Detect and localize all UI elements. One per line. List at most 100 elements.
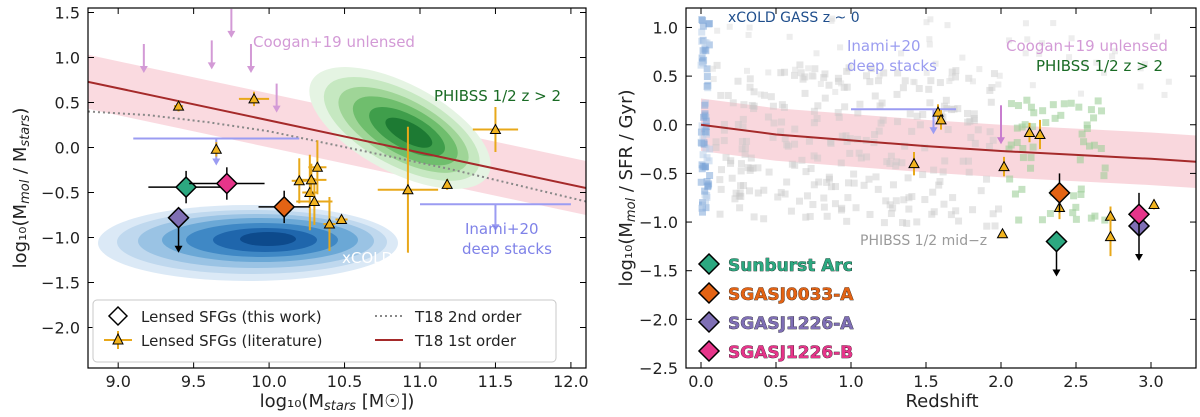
phibss-mid-square [871,92,879,100]
phibss-highz-square [1101,164,1109,172]
phibss-annotation: PHIBSS 1/2 z > 2 [434,87,561,105]
phibss-mid-square [926,99,934,107]
phibss-highz-square [1015,216,1023,224]
phibss-mid-square [913,218,921,226]
literature-point [489,123,502,134]
phibss-mid-square [739,115,747,123]
phibss-mid-square [825,81,833,89]
phibss-mid-square [846,135,854,143]
this-work-point [1045,230,1068,253]
phibss-highz-square [1021,121,1029,129]
phibss-mid-square [955,217,963,225]
phibss-mid-square [908,192,916,200]
phibss-mid-square [874,77,882,85]
phibss-mid-square [1039,40,1046,47]
phibss-mid-square [987,98,995,106]
phibss-mid-square [823,212,831,220]
phibss-mid-square [965,168,973,176]
xcold-square [699,151,707,159]
t18-band-right [701,98,1196,188]
xcold-square [699,22,707,30]
left-xtick-label: 9.0 [105,372,130,391]
phibss-mid-square [798,156,806,164]
phibss-mid-square [783,178,791,186]
phibss-mid-square [944,22,951,29]
phibss-mid-square [734,77,742,85]
phibss-mid-square [1154,33,1161,40]
phibss-mid-square [814,102,822,110]
phibss-mid-square [844,179,852,187]
xcold-square [702,117,710,125]
phibss-mid-square [801,73,809,81]
left-xtick-label: 9.5 [181,372,206,391]
phibss-mid-square [893,90,901,98]
phibss-mid-square [936,177,944,185]
phibss-highz-square [1057,111,1065,119]
t18-1st-order-line [88,80,586,189]
left-ytick-label: 0.0 [55,139,80,158]
phibss-mid-square [930,208,938,216]
phibss-mid-square [878,99,886,107]
phibss-mid-square [740,101,748,109]
inami-annotation-right-line1: Inami+20 [847,37,921,55]
phibss-mid-square [750,105,758,113]
phibss-mid-square [923,69,930,76]
right-xtick-label: 3.0 [1138,372,1163,391]
phibss-mid-square [850,179,858,187]
phibss-mid-square [898,50,905,57]
right-ytick-label: −1.0 [639,213,678,232]
phibss-mid-square [967,133,975,141]
legend-diamond-0 [697,252,721,276]
phibss-mid-square [921,144,929,152]
phibss-mid-square [854,135,862,143]
phibss-mid-square [736,204,744,212]
phibss-mid-square [991,222,999,230]
phibss-annotation-right: PHIBSS 1/2 z > 2 [1036,57,1163,75]
coogan-limit-arrowhead [997,137,1005,145]
xcold-square [706,172,714,180]
phibss-highz-square [1019,154,1027,162]
right-axes-ticks: 0.0 0.5 1.0 1.5 2.0 2.5 3.0 −2.5 −2.0 −1.5 −1.0 −0.… [639,8,1196,391]
phibss-mid-square [780,103,788,111]
phibss-mid-square [841,103,849,111]
phibss-mid-square [1066,54,1073,61]
phibss-mid-square [777,128,785,136]
phibss-mid-square [731,195,739,203]
phibss-mid-square [737,167,745,175]
literature-point [308,195,321,206]
phibss-mid-square [748,101,756,109]
phibss-mid-square [781,190,789,198]
xcold-square [698,204,706,212]
xcold-square [703,192,711,200]
phibss-mid-square [835,113,843,121]
left-plot-area [88,8,586,281]
phibss-mid-square [746,187,754,195]
phibss-highz-square [1013,124,1021,132]
phibss-mid-square [976,66,983,73]
coogan-limit-arrowhead [227,30,236,38]
phibss-mid-square [838,132,846,140]
phibss-mid-square [959,157,967,165]
xcold-square [699,162,707,170]
phibss-mid-square [795,197,803,205]
phibss-mid-square [863,153,871,161]
phibss-mid-square [741,144,749,152]
phibss-mid-square [850,170,858,178]
legend-t18-1st-label: T18 1st order [414,332,517,350]
phibss-mid-square [727,159,735,167]
phibss-mid-square [852,204,860,212]
phibss-mid-square [970,110,978,118]
this-work-point [175,176,198,199]
xcold-square [705,157,713,165]
phibss-mid-square [880,69,888,77]
phibss-mid-square [995,205,1003,213]
xcold-square [702,47,710,55]
phibss-mid-square [940,102,948,110]
left-ytick-label: 0.5 [55,94,80,113]
phibss-mid-square [778,101,786,109]
phibss-mid-square [1022,20,1029,27]
phibss-highz-square [1029,143,1037,151]
literature-point [323,217,336,229]
phibss-mid-square [837,159,845,167]
